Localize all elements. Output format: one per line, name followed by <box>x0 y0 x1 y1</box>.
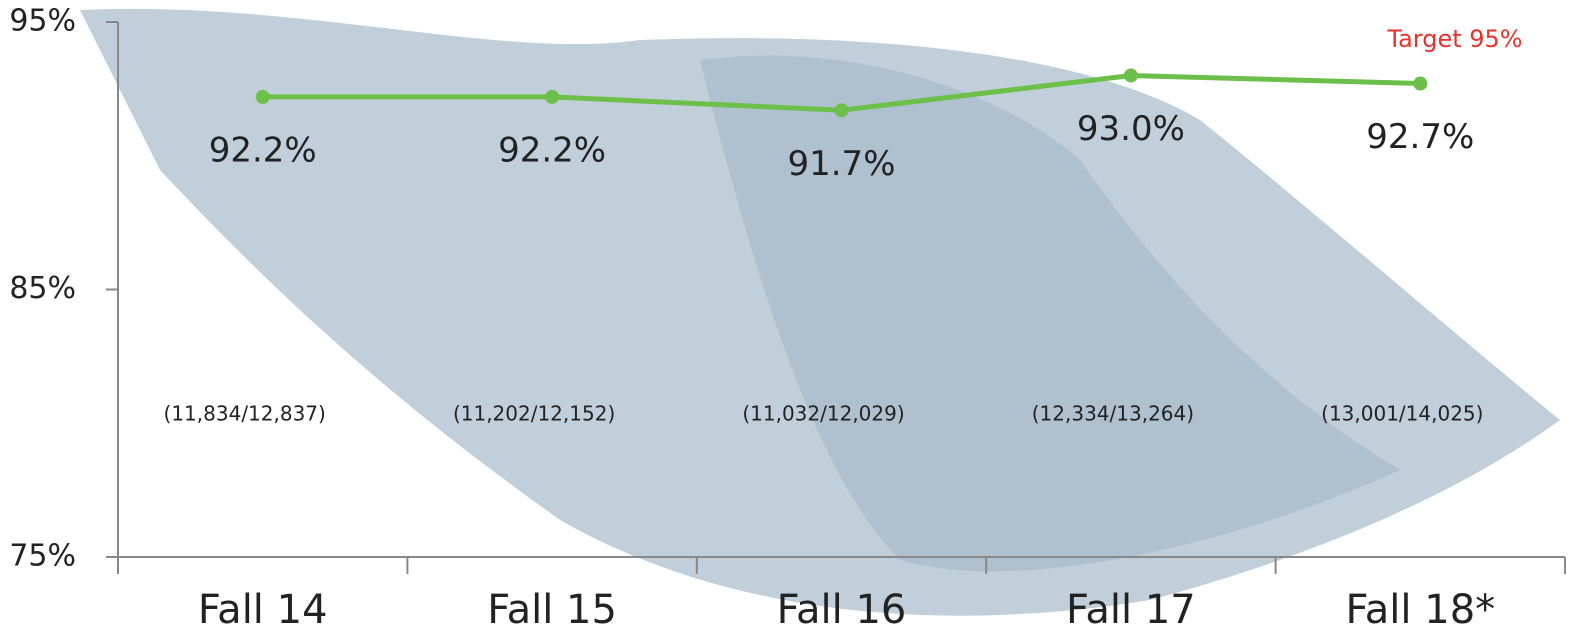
target-label: Target 95% <box>1386 25 1522 53</box>
x-tick-label: Fall 15 <box>487 587 617 633</box>
point <box>835 103 849 117</box>
page: Target 95% 75% 85% 95% 92.2% 92.2% 91.7% 93.0%… <box>0 0 1589 643</box>
background-photo <box>80 9 1560 616</box>
point <box>1413 77 1427 91</box>
x-tick-label: Fall 17 <box>1066 587 1196 633</box>
x-tick-label: Fall 18* <box>1345 587 1495 633</box>
point <box>545 90 559 104</box>
y-tick-label: 75% <box>9 539 76 574</box>
value-label: 91.7% <box>787 144 895 184</box>
chart: Target 95% 75% 85% 95% 92.2% 92.2% 91.7% 93.0%… <box>0 0 1589 643</box>
x-tick-label: Fall 14 <box>198 587 328 633</box>
y-tick-label: 95% <box>9 4 76 39</box>
point <box>256 90 270 104</box>
value-label: 92.2% <box>498 130 606 170</box>
annotation: (11,834/12,837) <box>164 402 326 426</box>
annotation: (13,001/14,025) <box>1321 402 1483 426</box>
point <box>1124 69 1138 83</box>
value-label: 93.0% <box>1077 109 1185 149</box>
value-label: 92.2% <box>209 130 317 170</box>
annotation: (11,032/12,029) <box>742 402 904 426</box>
annotation: (11,202/12,152) <box>453 402 615 426</box>
y-tick-label: 85% <box>9 271 76 306</box>
value-label: 92.7% <box>1366 117 1474 157</box>
annotation: (12,334/13,264) <box>1032 402 1194 426</box>
x-tick-label: Fall 16 <box>777 587 907 633</box>
